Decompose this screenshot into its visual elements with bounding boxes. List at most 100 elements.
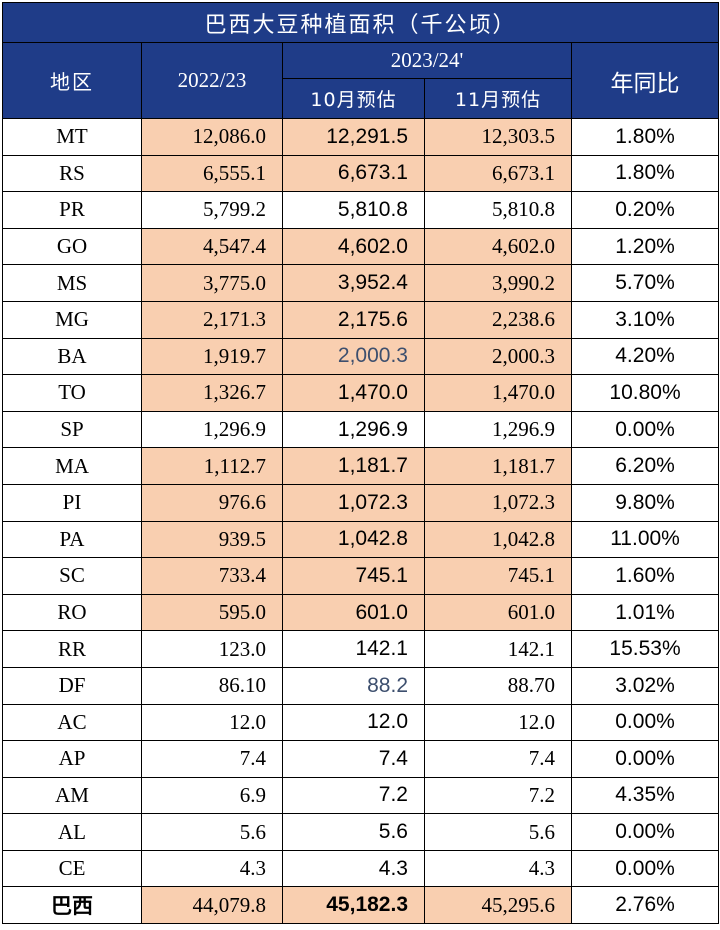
yoy-cell: 0.00% (570, 813, 720, 851)
oct-estimate-cell: 12.0 (282, 703, 425, 742)
prev-season-cell: 7.4 (141, 740, 283, 778)
prev-season-cell: 2,171.3 (141, 300, 283, 339)
prev-season-cell: 4.3 (141, 849, 283, 888)
oct-estimate-cell: 12,291.5 (282, 118, 425, 156)
oct-estimate-cell: 88.2 (282, 666, 425, 705)
oct-estimate-cell: 1,072.3 (282, 483, 425, 522)
prev-season-cell: 5,799.2 (141, 191, 283, 229)
oct-estimate-cell: 142.1 (282, 630, 425, 668)
region-cell: SC (2, 557, 142, 595)
table-row: MT 12,086.0 12,291.5 12,303.5 1.80% (2, 118, 720, 156)
table-row: AC 12.0 12.0 12.0 0.00% (2, 703, 720, 742)
oct-estimate-cell: 5,810.8 (282, 191, 425, 229)
prev-season-cell: 595.0 (141, 593, 283, 632)
table-row: RS 6,555.1 6,673.1 6,673.1 1.80% (2, 154, 720, 193)
total-oct-cell: 45,182.3 (282, 886, 425, 925)
table-row: MS 3,775.0 3,952.4 3,990.2 5.70% (2, 264, 720, 302)
table-row: PI 976.6 1,072.3 1,072.3 9.80% (2, 483, 720, 522)
nov-estimate-cell: 7.2 (424, 776, 572, 815)
yoy-cell: 0.00% (570, 849, 720, 888)
table-title: 巴西大豆种植面积（千公顷） (1, 2, 720, 43)
table-row: AL 5.6 5.6 5.6 0.00% (2, 813, 720, 851)
oct-estimate-cell: 6,673.1 (282, 154, 425, 193)
prev-season-cell: 5.6 (141, 813, 283, 851)
table-row: RR 123.0 142.1 142.1 15.53% (2, 630, 720, 668)
prev-season-cell: 6.9 (141, 776, 283, 815)
region-cell: PI (2, 483, 142, 522)
yoy-cell: 15.53% (570, 630, 720, 668)
oct-estimate-cell: 4.3 (282, 849, 425, 888)
oct-estimate-cell: 5.6 (282, 813, 425, 851)
nov-estimate-cell: 1,470.0 (424, 374, 572, 412)
header-region: 地区 (2, 42, 142, 119)
region-cell: DF (2, 666, 142, 705)
prev-season-cell: 86.10 (141, 666, 283, 705)
yoy-cell: 0.00% (570, 410, 720, 449)
oct-estimate-cell: 745.1 (282, 557, 425, 595)
prev-season-cell: 1,326.7 (141, 374, 283, 412)
prev-season-cell: 1,296.9 (141, 410, 283, 449)
prev-season-cell: 3,775.0 (141, 264, 283, 302)
yoy-cell: 4.20% (570, 337, 720, 376)
region-cell: PA (2, 520, 142, 559)
table-row: AM 6.9 7.2 7.2 4.35% (2, 776, 720, 815)
table-body: MT 12,086.0 12,291.5 12,303.5 1.80% RS 6,555.1… (2, 118, 720, 925)
yoy-cell: 1.80% (570, 118, 720, 156)
prev-season-cell: 123.0 (141, 630, 283, 668)
yoy-cell: 10.80% (570, 374, 720, 412)
header-yoy: 年同比 (570, 42, 720, 119)
yoy-cell: 3.02% (570, 666, 720, 705)
oct-estimate-cell: 7.2 (282, 776, 425, 815)
table-row: SC 733.4 745.1 745.1 1.60% (2, 557, 720, 595)
region-cell: GO (2, 227, 142, 266)
oct-estimate-cell: 1,470.0 (282, 374, 425, 412)
nov-estimate-cell: 1,072.3 (424, 483, 572, 522)
nov-estimate-cell: 2,000.3 (424, 337, 572, 376)
oct-estimate-cell: 1,181.7 (282, 447, 425, 485)
oct-estimate-cell: 4,602.0 (282, 227, 425, 266)
table-row: MG 2,171.3 2,175.6 2,238.6 3.10% (2, 300, 720, 339)
oct-estimate-cell: 2,175.6 (282, 300, 425, 339)
region-cell: AL (2, 813, 142, 851)
yoy-cell: 0.20% (570, 191, 720, 229)
region-cell: CE (2, 849, 142, 888)
yoy-cell: 0.00% (570, 703, 720, 742)
oct-estimate-cell: 1,042.8 (282, 520, 425, 559)
region-cell: RO (2, 593, 142, 632)
prev-season-cell: 12,086.0 (141, 118, 283, 156)
table-row: RO 595.0 601.0 601.0 1.01% (2, 593, 720, 632)
yoy-cell: 3.10% (570, 300, 720, 339)
region-cell: PR (2, 191, 142, 229)
yoy-cell: 1.20% (570, 227, 720, 266)
nov-estimate-cell: 142.1 (424, 630, 572, 668)
header-season-curr: 2023/24' (282, 42, 572, 79)
total-row: 巴西 44,079.8 45,182.3 45,295.6 2.76% (2, 886, 720, 925)
header-est-nov: 11月预估 (424, 78, 572, 119)
oct-estimate-cell: 1,296.9 (282, 410, 425, 449)
table-row: TO 1,326.7 1,470.0 1,470.0 10.80% (2, 374, 720, 412)
prev-season-cell: 976.6 (141, 483, 283, 522)
region-cell: RR (2, 630, 142, 668)
region-cell: BA (2, 337, 142, 376)
region-cell: AP (2, 740, 142, 778)
nov-estimate-cell: 4,602.0 (424, 227, 572, 266)
region-cell: MG (2, 300, 142, 339)
region-cell: MT (2, 118, 142, 156)
nov-estimate-cell: 4.3 (424, 849, 572, 888)
table-row: MA 1,112.7 1,181.7 1,181.7 6.20% (2, 447, 720, 485)
total-yoy-cell: 2.76% (570, 886, 720, 925)
prev-season-cell: 4,547.4 (141, 227, 283, 266)
yoy-cell: 1.01% (570, 593, 720, 632)
yoy-cell: 5.70% (570, 264, 720, 302)
nov-estimate-cell: 1,042.8 (424, 520, 572, 559)
region-cell: MA (2, 447, 142, 485)
nov-estimate-cell: 745.1 (424, 557, 572, 595)
total-prev-cell: 44,079.8 (141, 886, 283, 925)
prev-season-cell: 12.0 (141, 703, 283, 742)
nov-estimate-cell: 7.4 (424, 740, 572, 778)
region-cell: RS (2, 154, 142, 193)
nov-estimate-cell: 12.0 (424, 703, 572, 742)
table-row: DF 86.10 88.2 88.70 3.02% (2, 666, 720, 705)
